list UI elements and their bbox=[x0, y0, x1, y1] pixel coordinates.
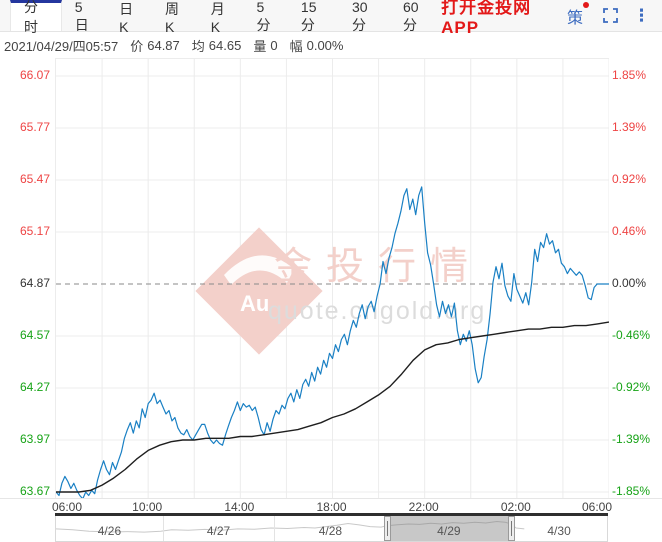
navigator-top-bar bbox=[55, 513, 608, 516]
navigator-day-4-27[interactable]: 4/27 bbox=[206, 524, 231, 538]
watermark-logo-swoosh bbox=[224, 255, 294, 285]
header-actions: 打开金投网APP 策 ⋮ bbox=[441, 0, 662, 37]
navigator-day-4-28[interactable]: 4/28 bbox=[318, 524, 343, 538]
navigator-day-divider bbox=[274, 516, 276, 541]
y-tick-percent: -0.92% bbox=[612, 380, 651, 394]
y-tick-price: 65.17 bbox=[19, 224, 50, 238]
x-tick-time: 10:00 bbox=[132, 500, 163, 514]
watermark-title: 金投行情 bbox=[274, 246, 482, 288]
average-line-series bbox=[56, 321, 610, 493]
y-tick-price: 64.57 bbox=[19, 328, 50, 342]
watermark-logo-text: Au bbox=[240, 291, 269, 316]
y-tick-price: 65.77 bbox=[19, 120, 50, 134]
x-tick-time: 02:00 bbox=[500, 500, 531, 514]
x-tick-time: 14:00 bbox=[224, 500, 255, 514]
y-tick-percent: -1.85% bbox=[612, 484, 651, 498]
quote-datetime: 2021/04/29/四05:57 bbox=[4, 38, 119, 54]
fullscreen-icon[interactable] bbox=[603, 8, 618, 23]
tab-7[interactable]: 15分 bbox=[300, 0, 317, 33]
y-tick-price: 66.07 bbox=[19, 68, 50, 82]
average-value: 64.65 bbox=[208, 37, 242, 53]
tab-6[interactable]: 5分 bbox=[256, 0, 271, 33]
y-tick-percent: 0.46% bbox=[612, 224, 647, 238]
tab-bar-tabs: 分时 5日 日K 周K 月K 5分 15分 30分 60分 bbox=[0, 0, 441, 35]
watermark-diamond-logo bbox=[195, 227, 323, 355]
x-tick-time: 06:00 bbox=[581, 500, 612, 514]
y-tick-price: 64.87 bbox=[19, 276, 50, 290]
tab-9[interactable]: 60分 bbox=[403, 0, 419, 33]
y-tick-percent: 0.92% bbox=[612, 172, 647, 186]
navigator-right-handle[interactable] bbox=[508, 516, 516, 541]
intraday-chart: 66.07 65.77 65.47 65.17 64.87 64.57 64.27 63.97… bbox=[0, 58, 662, 500]
change-label: 幅 bbox=[289, 38, 303, 54]
y-tick-price: 65.47 bbox=[19, 172, 50, 186]
notification-dot bbox=[583, 1, 589, 8]
navigator-sparkline bbox=[56, 520, 525, 533]
tab-8[interactable]: 30分 bbox=[351, 0, 368, 33]
open-app-link[interactable]: 打开金投网APP bbox=[441, 0, 532, 37]
strategy-label: 策 bbox=[566, 9, 583, 27]
x-tick-time: 06:00 bbox=[52, 500, 83, 514]
navigator-day-4-30[interactable]: 4/30 bbox=[547, 524, 571, 538]
navigator-day-4-29[interactable]: 4/29 bbox=[437, 524, 461, 538]
price-line-series bbox=[55, 186, 609, 500]
more-menu-icon[interactable]: ⋮ bbox=[633, 6, 650, 25]
y-tick-percent: -0.46% bbox=[612, 328, 651, 342]
average-label: 均 bbox=[191, 38, 205, 54]
volume-value: 0 bbox=[270, 37, 278, 53]
tab-4[interactable]: 周K bbox=[164, 1, 179, 35]
change-value: 0.00% bbox=[306, 37, 344, 53]
time-axis: 06:00 10:00 14:00 18:00 22:00 02:00 06:00 bbox=[0, 498, 662, 514]
navigator-left-handle[interactable] bbox=[383, 516, 391, 541]
tab-2[interactable]: 5日 bbox=[74, 0, 89, 33]
navigator-day-divider bbox=[162, 516, 164, 541]
y-tick-percent: 1.85% bbox=[612, 68, 647, 82]
price-label: 价 bbox=[130, 38, 144, 54]
x-tick-time: 18:00 bbox=[316, 500, 347, 514]
navigator-day-4-26[interactable]: 4/26 bbox=[97, 524, 122, 538]
quote-info-bar: 2021/04/29/四05:57 价 64.87 均 64.65 量 0 幅 … bbox=[0, 33, 662, 57]
y-tick-percent: 0.00% bbox=[612, 276, 647, 290]
y-tick-price: 63.97 bbox=[19, 432, 50, 446]
chart-plot-area[interactable]: Au 金投行情 quote.cngold.org bbox=[55, 58, 610, 500]
date-range-navigator[interactable]: 4/26 4/27 4/28 4/29 4/30 bbox=[55, 516, 608, 542]
y-tick-percent: 1.39% bbox=[612, 120, 647, 134]
price-value: 64.87 bbox=[147, 37, 180, 53]
watermark-url: quote.cngold.org bbox=[268, 297, 486, 325]
tab-5[interactable]: 月K bbox=[210, 1, 225, 35]
x-tick-time: 22:00 bbox=[408, 500, 439, 514]
y-tick-percent: -1.39% bbox=[612, 432, 651, 446]
y-tick-price: 64.27 bbox=[19, 380, 50, 394]
y-tick-price: 63.67 bbox=[19, 484, 50, 498]
volume-label: 量 bbox=[253, 38, 267, 54]
period-tab-bar: 分时 5日 日K 周K 月K 5分 15分 30分 60分 打开金投网APP 策 ⋮ bbox=[0, 0, 662, 37]
tab-3[interactable]: 日K bbox=[119, 1, 134, 35]
tab-1[interactable]: 分时 bbox=[10, 0, 62, 35]
strategy-button[interactable]: 策 bbox=[566, 1, 589, 28]
navigator-selected-range[interactable] bbox=[386, 516, 512, 541]
